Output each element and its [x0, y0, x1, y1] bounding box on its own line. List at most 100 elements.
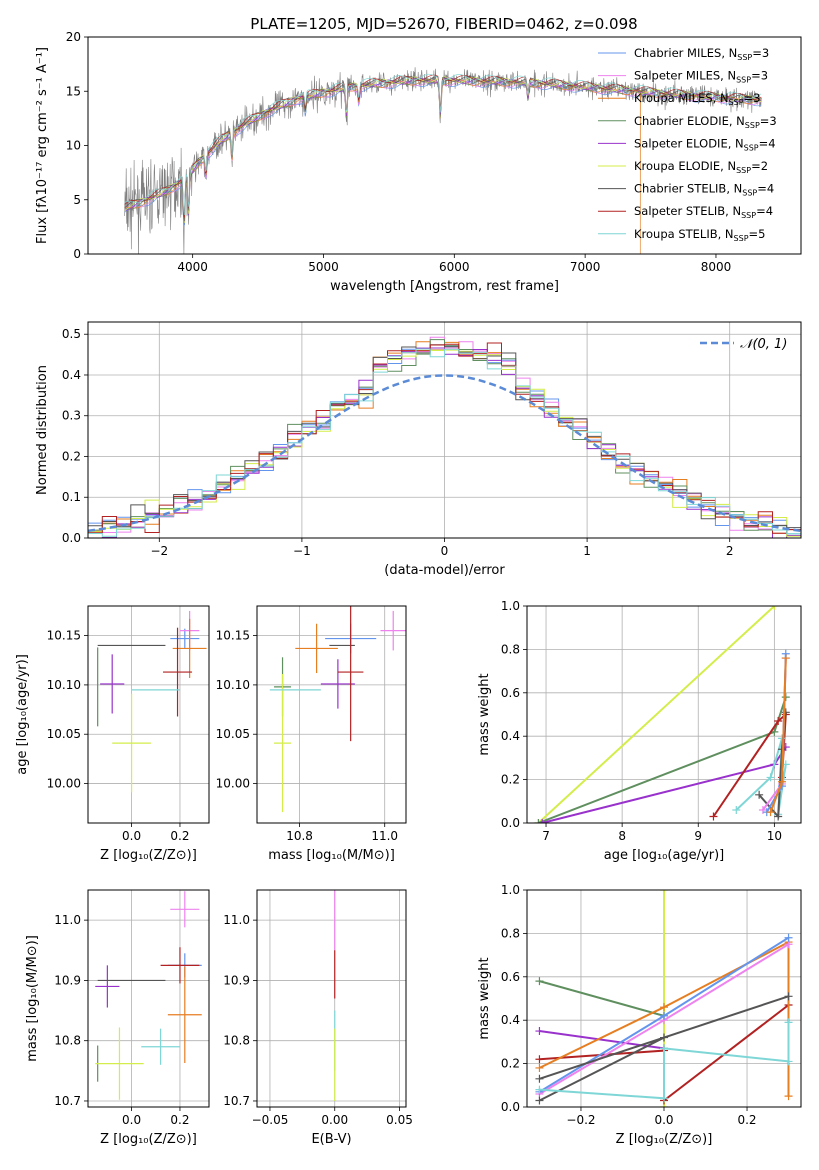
weight-marker — [784, 992, 793, 1001]
y-tick-label: 0.6 — [501, 686, 520, 700]
y-tick-label: 10.00 — [216, 777, 250, 791]
y-axis-label: mass weight — [477, 673, 492, 755]
x-tick-label: 7000 — [570, 260, 601, 274]
legend-entry: Salpeter STELIB, NSSP=4 — [634, 204, 773, 220]
x-tick-label: 10.8 — [286, 829, 313, 843]
weight-marker — [660, 1033, 668, 1042]
y-tick-label: 15 — [66, 84, 81, 98]
x-axis-label: Z [log₁₀(Z/Z⊙)] — [100, 848, 197, 863]
legend-entry: Chabrier STELIB, NSSP=4 — [634, 182, 774, 198]
y-tick-label: 10.15 — [216, 629, 250, 643]
legend-entry: Chabrier MILES, NSSP=3 — [634, 46, 769, 62]
y-tick-label: 11.0 — [223, 913, 250, 927]
y-tick-label: 10.8 — [223, 1034, 250, 1048]
weights-chabrier-stelib — [535, 992, 793, 1105]
weight-marker — [770, 606, 779, 610]
grid — [257, 606, 406, 823]
weight-line — [539, 1030, 665, 1050]
y-tick-label: 0.0 — [501, 1100, 520, 1114]
y-tick-label: 10.05 — [216, 727, 250, 741]
x-tick-label: 0.2 — [170, 1113, 189, 1127]
figure-title: PLATE=1205, MJD=52670, FIBERID=0462, z=0… — [250, 15, 637, 33]
weight-marker — [535, 1085, 544, 1094]
weight-marker — [766, 773, 775, 782]
weight-marker — [535, 1027, 544, 1036]
errorbar-salpeter-elodie — [95, 965, 120, 1008]
model-kroupa-stelib-line — [124, 73, 762, 216]
axes-frame — [87, 889, 210, 1108]
y-tick-label: 1.0 — [501, 883, 520, 897]
errorbar-kroupa-elodie — [95, 1027, 144, 1100]
weight-marker — [534, 819, 543, 823]
weights-kroupa-miles — [766, 654, 790, 817]
axes: −0.2 0.0 0.2 0.0 0.2 0.4 0.6 0.8 1.0 Z [log₁₀(Z/Z… — [477, 883, 802, 1147]
axes: 0.0 0.2 10.00 10.05 10.10 10.15 Z [log₁₀(Z/Z⊙)… — [15, 605, 210, 863]
x-tick-label: 8 — [618, 829, 626, 843]
x-axis-label: E(B-V) — [311, 1132, 351, 1147]
x-tick-label: 7 — [542, 829, 550, 843]
weight-marker — [781, 654, 790, 663]
weight-marker — [781, 693, 790, 702]
weight-marker — [777, 777, 786, 786]
axes: 10.8 11.0 10.00 10.05 10.10 10.15 mass [log₁₀(… — [216, 605, 407, 863]
y-tick-label: 10.9 — [54, 973, 81, 987]
y-tick-label: 10.00 — [47, 777, 81, 791]
x-tick-label: 8000 — [701, 260, 732, 274]
x-axis-label: Z [log₁₀(Z/Z⊙)] — [616, 1132, 713, 1147]
legend: 𝒩(0, 1) — [700, 337, 787, 352]
y-tick-label: 10.10 — [47, 678, 81, 692]
axes: 7 8 9 10 0.0 0.2 0.4 0.6 0.8 1.0 age [log₁₀(age/yr… — [477, 599, 802, 863]
histogram-chabrier-elodie — [88, 339, 801, 538]
y-tick-label: 0.2 — [62, 449, 81, 463]
weight-marker — [709, 812, 718, 821]
legend-entry: Kroupa MILES, NSSP=3 — [634, 91, 760, 107]
weight-marker — [784, 933, 793, 942]
y-tick-label: 10.7 — [223, 1094, 250, 1108]
y-tick-label: 10.8 — [54, 1034, 81, 1048]
errorbar-salpeter-miles — [170, 891, 200, 928]
x-tick-label: 9 — [694, 829, 702, 843]
plot-area — [88, 336, 801, 538]
y-axis-label: Normed distribution — [35, 365, 50, 495]
x-tick-label: 5000 — [308, 260, 339, 274]
x-tick-label: 0 — [441, 544, 449, 558]
y-tick-label: 0.8 — [501, 642, 520, 656]
legend-entry: Kroupa ELODIE, NSSP=2 — [634, 159, 768, 175]
weight-marker — [766, 808, 775, 817]
weight-marker — [535, 977, 544, 986]
residuals-histogram-panel: −2 −1 0 1 2 0.0 0.1 0.2 0.3 0.4 0.5 (data-model)/er… — [35, 321, 802, 578]
weight-marker — [732, 805, 741, 814]
errorbar-salpeter-stelib — [337, 606, 364, 742]
grid — [257, 890, 406, 1107]
x-tick-label: 4000 — [177, 260, 208, 274]
weight-marker — [660, 1003, 668, 1012]
normal-distribution-curve — [88, 374, 801, 533]
errorbar-salpeter-stelib — [160, 947, 200, 984]
y-tick-label: 10.15 — [47, 629, 81, 643]
x-tick-label: 0.00 — [321, 1113, 348, 1127]
weights-chabrier-elodie — [535, 977, 668, 1020]
histogram-kroupa-stelib — [88, 348, 801, 537]
axes: −0.05 0.00 0.05 10.7 10.8 10.9 11.0 E(B-V) — [223, 889, 413, 1147]
weights-salpeter-elodie — [535, 1027, 668, 1053]
y-axis-label: age [log₁₀(age/yr)] — [15, 654, 30, 775]
legend-entry: Chabrier ELODIE, NSSP=3 — [634, 114, 777, 130]
y-tick-label: 10 — [66, 139, 81, 153]
x-tick-label: 0.2 — [170, 829, 189, 843]
x-tick-label: 0.0 — [654, 1113, 673, 1127]
y-axis-label: mass [log₁₀(M/M⊙)] — [25, 935, 40, 1062]
errorbar-kroupa-miles — [167, 966, 202, 1063]
axes: 4000 5000 6000 7000 8000 0 5 10 15 20 wavelength [… — [35, 30, 802, 294]
y-tick-label: 1.0 — [501, 599, 520, 613]
x-tick-label: 1 — [583, 544, 591, 558]
y-tick-label: 11.0 — [54, 913, 81, 927]
y-tick-label: 10.9 — [223, 973, 250, 987]
grid — [527, 605, 801, 824]
plot-area — [97, 610, 207, 793]
x-axis-label: age [log₁₀(age/yr)] — [604, 848, 725, 863]
weight-marker — [660, 890, 668, 894]
y-tick-label: 20 — [66, 30, 81, 44]
x-axis-label: Z [log₁₀(Z/Z⊙)] — [100, 1132, 197, 1147]
x-axis-label: (data-model)/error — [384, 563, 505, 578]
